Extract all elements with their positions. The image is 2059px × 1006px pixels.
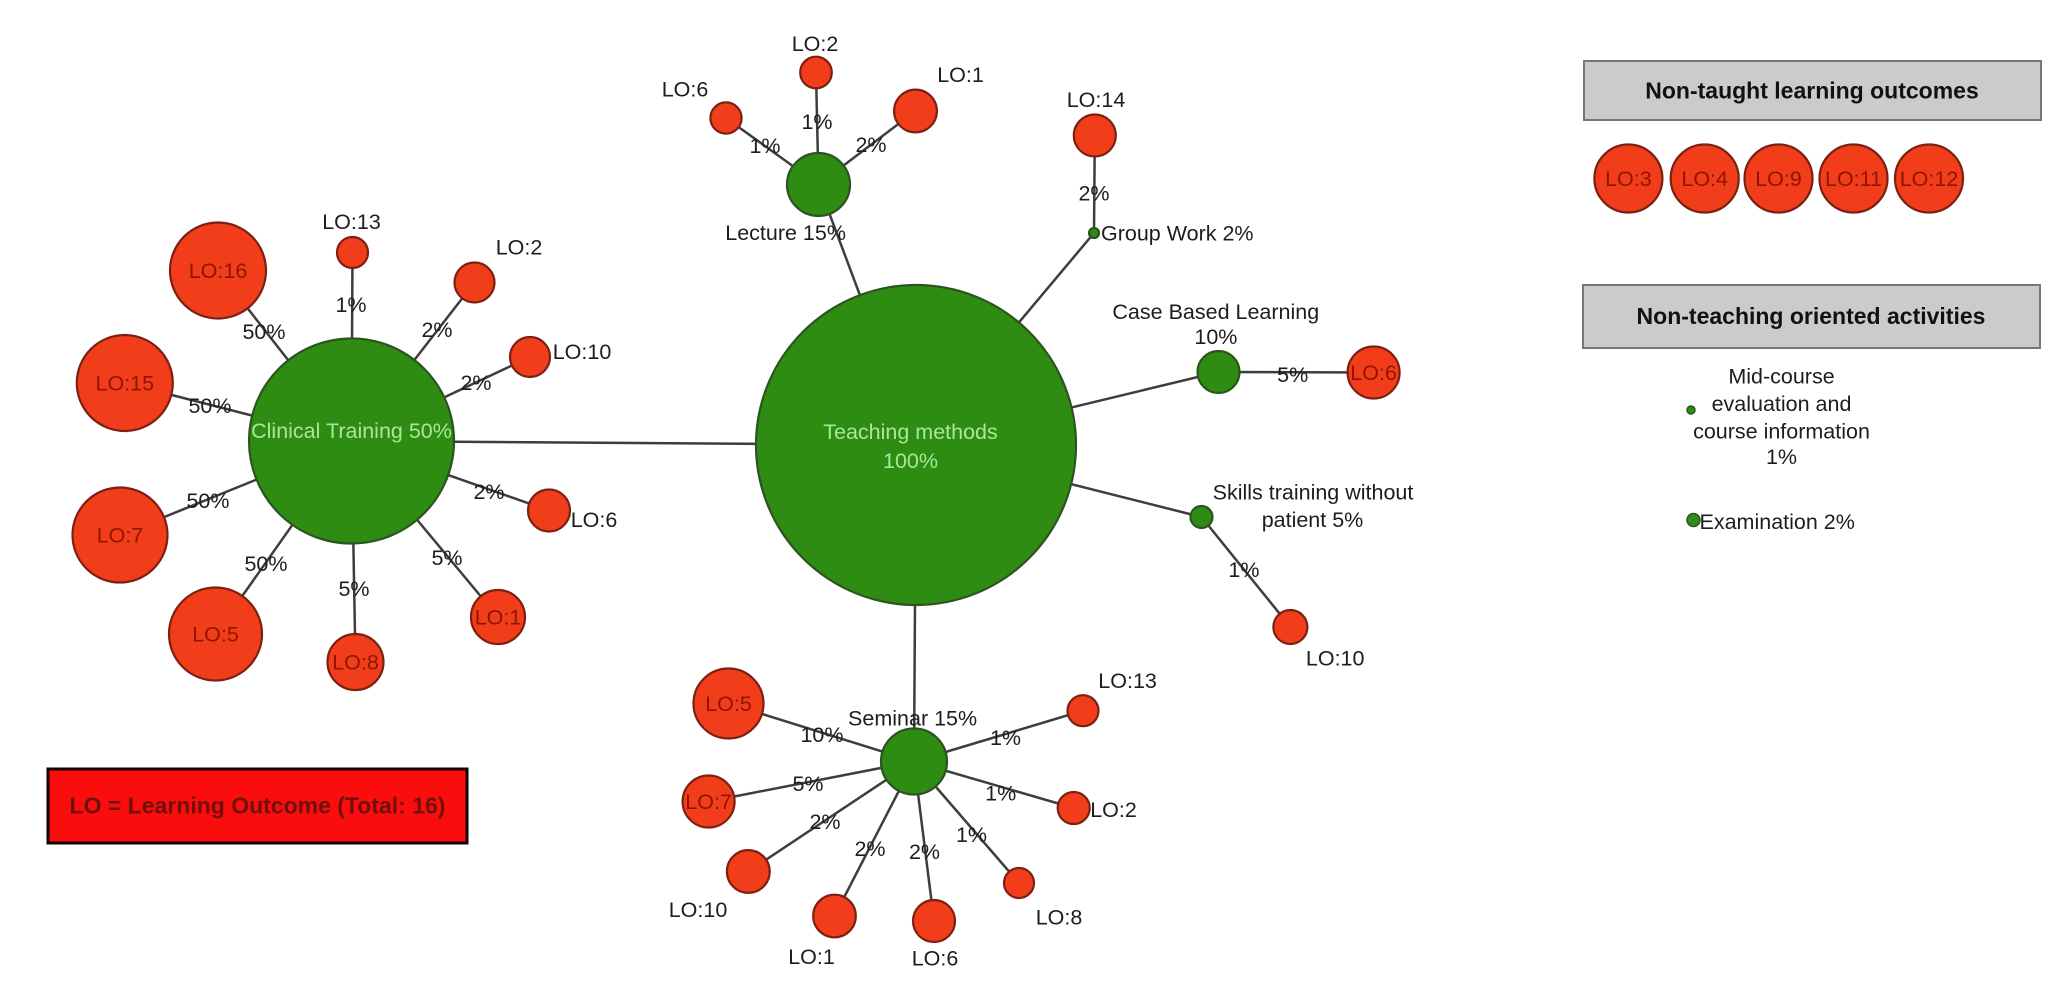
svg-text:Lecture 15%: Lecture 15% [725,221,846,245]
svg-text:LO:7: LO:7 [97,524,144,548]
svg-text:evaluation and: evaluation and [1712,392,1852,416]
svg-text:100%: 100% [883,449,938,473]
svg-text:LO:6: LO:6 [912,947,959,971]
svg-text:1%: 1% [1766,445,1797,469]
svg-text:LO:4: LO:4 [1681,167,1728,191]
svg-text:2%: 2% [909,840,940,864]
svg-text:2%: 2% [809,810,840,834]
svg-text:LO:13: LO:13 [322,210,381,234]
svg-text:1%: 1% [335,293,366,317]
svg-text:LO:10: LO:10 [669,898,728,922]
svg-text:LO:9: LO:9 [1755,167,1802,191]
svg-text:LO:1: LO:1 [937,63,984,87]
svg-text:2%: 2% [421,318,452,342]
svg-text:Non-teaching oriented activiti: Non-teaching oriented activities [1637,303,1986,329]
svg-text:course information: course information [1693,420,1870,444]
svg-text:LO:6: LO:6 [571,508,618,532]
svg-text:2%: 2% [460,371,491,395]
svg-text:LO:8: LO:8 [1036,906,1083,930]
svg-text:2%: 2% [473,480,504,504]
svg-text:LO:7: LO:7 [685,790,732,814]
svg-text:Mid-course: Mid-course [1728,365,1834,389]
svg-text:Non-taught learning outcomes: Non-taught learning outcomes [1645,78,1979,104]
svg-text:Case Based Learning: Case Based Learning [1112,300,1319,324]
svg-text:10%: 10% [1194,325,1237,349]
svg-text:LO:2: LO:2 [792,32,839,56]
svg-text:LO:15: LO:15 [96,372,155,396]
svg-text:1%: 1% [1228,558,1259,582]
svg-text:50%: 50% [186,489,229,513]
svg-text:5%: 5% [338,577,369,601]
svg-text:LO:2: LO:2 [1090,798,1137,822]
svg-text:1%: 1% [956,823,987,847]
svg-text:5%: 5% [792,772,823,796]
svg-text:1%: 1% [801,110,832,134]
svg-text:Examination 2%: Examination 2% [1700,510,1855,534]
svg-text:LO:6: LO:6 [1350,361,1397,385]
svg-text:1%: 1% [985,781,1016,805]
svg-text:50%: 50% [244,552,287,576]
svg-text:LO:5: LO:5 [192,623,239,647]
svg-text:LO:3: LO:3 [1605,167,1652,191]
svg-text:LO:16: LO:16 [189,259,248,283]
svg-text:LO:8: LO:8 [332,651,379,675]
svg-text:Group Work 2%: Group Work 2% [1101,222,1254,246]
svg-text:10%: 10% [800,723,843,747]
svg-text:2%: 2% [854,837,885,861]
svg-text:Seminar 15%: Seminar 15% [848,707,977,731]
svg-text:LO:13: LO:13 [1098,669,1157,693]
svg-text:LO = Learning Outcome (Total:: LO = Learning Outcome (Total: 16) [70,793,446,819]
svg-text:Teaching methods: Teaching methods [823,420,998,444]
svg-text:LO:14: LO:14 [1067,88,1126,112]
svg-text:50%: 50% [188,394,231,418]
svg-text:LO:5: LO:5 [705,692,752,716]
svg-text:1%: 1% [990,726,1021,750]
svg-text:LO:1: LO:1 [475,606,522,630]
svg-text:LO:12: LO:12 [1900,167,1959,191]
svg-text:LO:6: LO:6 [662,78,709,102]
svg-text:1%: 1% [749,134,780,158]
svg-text:5%: 5% [1277,363,1308,387]
svg-text:2%: 2% [855,133,886,157]
svg-text:LO:10: LO:10 [1306,647,1365,671]
svg-text:50%: 50% [242,320,285,344]
svg-text:Skills training without: Skills training without [1213,481,1414,505]
svg-text:LO:2: LO:2 [496,236,543,260]
svg-text:patient 5%: patient 5% [1262,508,1364,532]
svg-text:2%: 2% [1078,182,1109,206]
svg-text:LO:11: LO:11 [1825,167,1882,191]
svg-text:LO:1: LO:1 [788,945,835,969]
svg-text:Clinical Training 50%: Clinical Training 50% [251,419,452,443]
svg-text:LO:10: LO:10 [553,340,612,364]
svg-text:5%: 5% [431,546,462,570]
